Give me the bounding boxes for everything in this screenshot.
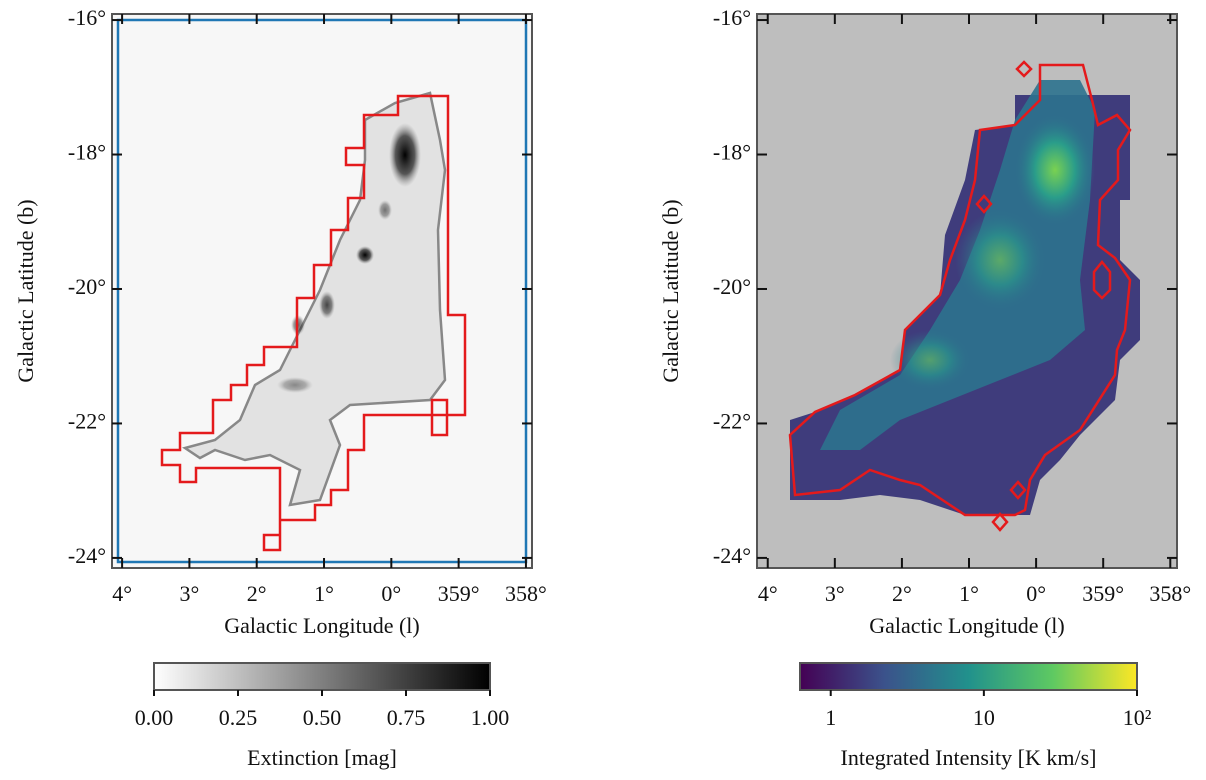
axes-frame	[756, 13, 1178, 569]
y-tick-label: -24°	[68, 543, 106, 568]
extinction-map	[112, 14, 532, 568]
axes-frame	[111, 13, 533, 569]
colorbar	[799, 662, 1138, 691]
x-tick-label: 2°	[247, 581, 267, 606]
x-tick-label: 359°	[438, 581, 480, 606]
colorbar-tick-label: 0.00	[135, 705, 174, 730]
y-tick-label: -16°	[68, 5, 106, 30]
y-tick-label: -18°	[713, 140, 751, 165]
colorbar-tick-label: 10²	[1123, 705, 1152, 730]
colorbar-tick-label: 0.50	[303, 705, 342, 730]
x-tick-label: 359°	[1082, 581, 1124, 606]
x-tick-label: 358°	[1149, 581, 1191, 606]
x-tick-label: 358°	[505, 581, 547, 606]
y-tick-label: -22°	[68, 408, 106, 433]
x-tick-label: 3°	[825, 581, 845, 606]
x-tick-label: 0°	[1026, 581, 1046, 606]
x-axis-label: Galactic Longitude (l)	[224, 613, 419, 638]
x-tick-label: 2°	[892, 581, 912, 606]
colorbar-tick-label: 1	[825, 705, 836, 730]
x-tick-label: 4°	[758, 581, 778, 606]
colorbar-label: Extinction [mag]	[247, 745, 397, 770]
x-tick-label: 1°	[314, 581, 334, 606]
intensity-map	[757, 14, 1177, 568]
colorbar	[153, 662, 491, 691]
x-tick-label: 3°	[179, 581, 199, 606]
y-tick-label: -22°	[713, 408, 751, 433]
y-tick-label: -20°	[68, 274, 106, 299]
y-axis-label: Galactic Latitude (b)	[658, 199, 683, 382]
colorbar-tick-label: 10	[973, 705, 995, 730]
x-tick-label: 0°	[381, 581, 401, 606]
y-tick-label: -18°	[68, 140, 106, 165]
x-tick-label: 4°	[112, 581, 132, 606]
y-axis-label: Galactic Latitude (b)	[13, 199, 38, 382]
x-axis-label: Galactic Longitude (l)	[869, 613, 1064, 638]
y-tick-label: -16°	[713, 5, 751, 30]
x-tick-label: 1°	[959, 581, 979, 606]
y-tick-label: -24°	[713, 543, 751, 568]
colorbar-tick-label: 1.00	[471, 705, 510, 730]
colorbar-tick-label: 0.25	[219, 705, 258, 730]
colorbar-label: Integrated Intensity [K km/s]	[841, 745, 1097, 770]
colorbar-tick-label: 0.75	[387, 705, 426, 730]
y-tick-label: -20°	[713, 274, 751, 299]
